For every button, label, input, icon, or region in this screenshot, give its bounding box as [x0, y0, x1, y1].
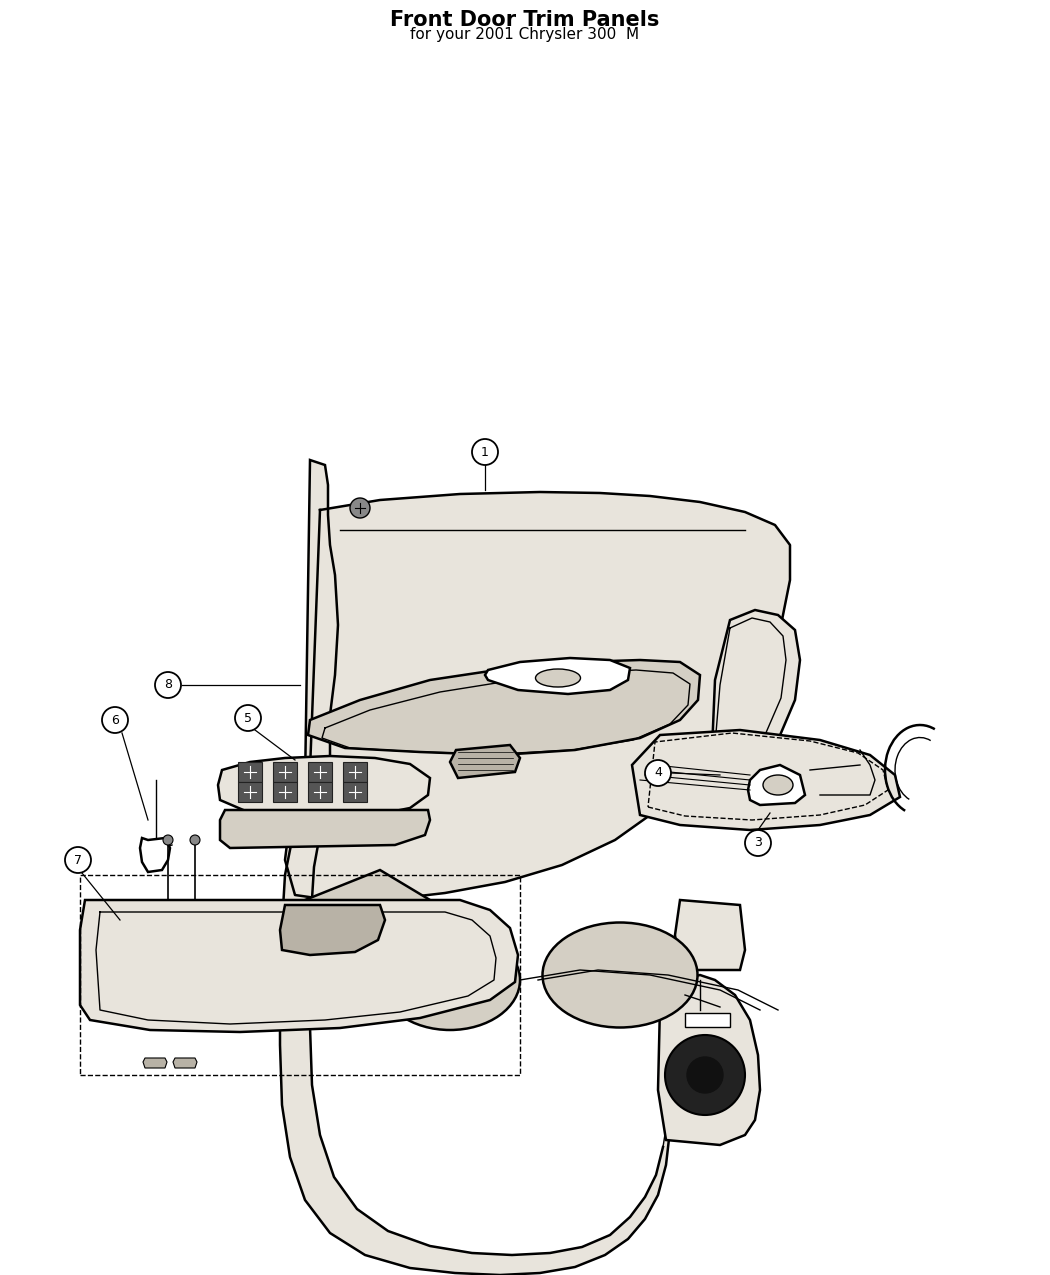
Bar: [343, 782, 368, 802]
Text: 4: 4: [654, 766, 662, 779]
Polygon shape: [280, 905, 385, 955]
Polygon shape: [285, 492, 790, 900]
Polygon shape: [712, 609, 800, 799]
Text: 7: 7: [74, 853, 82, 867]
Bar: [308, 762, 332, 782]
Polygon shape: [485, 658, 630, 694]
Text: for your 2001 Chrysler 300  M: for your 2001 Chrysler 300 M: [411, 27, 639, 42]
Bar: [80, 875, 520, 1075]
Ellipse shape: [543, 923, 697, 1028]
Text: 5: 5: [244, 711, 252, 724]
Text: 6: 6: [111, 714, 119, 727]
Bar: [273, 762, 297, 782]
Text: 1: 1: [481, 445, 489, 459]
Circle shape: [472, 439, 498, 465]
Text: 3: 3: [754, 836, 762, 849]
Polygon shape: [450, 745, 520, 778]
Circle shape: [102, 708, 128, 733]
Bar: [238, 782, 262, 802]
Polygon shape: [173, 1058, 197, 1068]
Polygon shape: [143, 1058, 167, 1068]
Polygon shape: [304, 460, 338, 785]
Polygon shape: [304, 870, 430, 970]
Bar: [308, 782, 332, 802]
Polygon shape: [685, 1014, 730, 1026]
Circle shape: [155, 672, 181, 697]
Circle shape: [645, 760, 671, 785]
Circle shape: [190, 835, 200, 845]
Polygon shape: [280, 785, 672, 1275]
Ellipse shape: [380, 929, 520, 1030]
Ellipse shape: [763, 775, 793, 796]
Circle shape: [687, 1057, 723, 1093]
Polygon shape: [658, 975, 760, 1145]
Polygon shape: [748, 765, 805, 805]
Polygon shape: [140, 838, 170, 872]
Circle shape: [163, 835, 173, 845]
Circle shape: [665, 1035, 745, 1116]
Polygon shape: [632, 731, 900, 830]
Ellipse shape: [536, 669, 581, 687]
Text: 8: 8: [164, 678, 172, 691]
Polygon shape: [80, 900, 518, 1031]
Circle shape: [746, 830, 771, 856]
Bar: [273, 782, 297, 802]
Polygon shape: [220, 810, 430, 848]
Bar: [238, 762, 262, 782]
Circle shape: [350, 499, 370, 518]
Circle shape: [65, 847, 91, 873]
Text: Front Door Trim Panels: Front Door Trim Panels: [391, 10, 659, 31]
Polygon shape: [308, 660, 700, 755]
Bar: [343, 762, 368, 782]
Circle shape: [235, 705, 261, 731]
Polygon shape: [675, 900, 745, 970]
Polygon shape: [218, 756, 430, 819]
